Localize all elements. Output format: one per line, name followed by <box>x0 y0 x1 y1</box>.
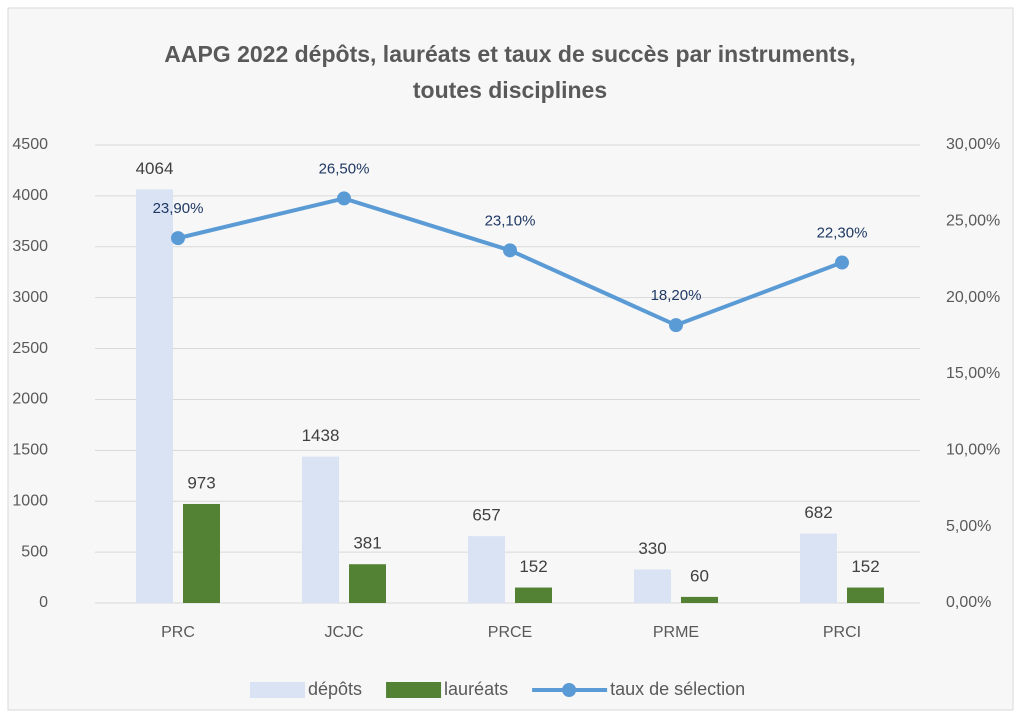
y-tick-label: 3500 <box>12 238 48 255</box>
y-tick-label: 500 <box>21 543 48 560</box>
y-tick-label: 2500 <box>12 340 48 357</box>
data-label: 682 <box>804 503 832 522</box>
y2-tick-label: 5,00% <box>946 518 991 535</box>
legend-swatch <box>386 682 442 698</box>
y-tick-label: 1000 <box>12 492 48 509</box>
legend-label: taux de sélection <box>610 679 745 699</box>
line-point <box>503 243 517 258</box>
y2-tick-label: 30,00% <box>946 136 1000 153</box>
x-tick-label: PRCE <box>488 624 532 641</box>
legend-label: dépôts <box>308 679 362 699</box>
x-tick-label: JCJC <box>324 624 363 641</box>
data-label: 152 <box>519 557 547 576</box>
line-point <box>669 318 683 333</box>
y2-tick-label: 15,00% <box>946 365 1000 382</box>
data-label: 330 <box>638 539 666 558</box>
data-label: 26,50% <box>319 160 370 177</box>
legend-label: lauréats <box>444 679 508 699</box>
legend-swatch <box>562 683 577 697</box>
y2-tick-label: 25,00% <box>946 213 1000 230</box>
bar <box>515 587 552 603</box>
y2-tick-label: 0,00% <box>946 594 991 611</box>
x-tick-label: PRCI <box>823 624 861 641</box>
data-label: 18,20% <box>651 287 702 304</box>
bar <box>681 596 718 603</box>
bar <box>302 456 339 603</box>
y-tick-label: 1500 <box>12 442 48 459</box>
bar <box>847 587 884 603</box>
bar <box>800 533 837 603</box>
bar <box>183 503 220 603</box>
bar <box>349 564 386 603</box>
y2-tick-label: 10,00% <box>946 442 1000 459</box>
x-tick-label: PRME <box>653 624 699 641</box>
bar <box>136 189 173 603</box>
legend-swatch <box>250 682 305 698</box>
data-label: 152 <box>851 557 879 576</box>
y-tick-label: 3000 <box>12 289 48 306</box>
data-label: 4064 <box>136 159 174 178</box>
y-tick-label: 0 <box>39 594 48 611</box>
chart-area <box>7 7 1014 711</box>
data-label: 973 <box>187 473 215 492</box>
line-point <box>337 191 351 206</box>
y2-tick-label: 20,00% <box>946 289 1000 306</box>
x-tick-label: PRC <box>161 624 195 641</box>
y-tick-label: 2000 <box>12 391 48 408</box>
data-label: 381 <box>353 534 381 553</box>
data-label: 22,30% <box>817 225 868 242</box>
line-point <box>171 231 185 246</box>
y-tick-label: 4500 <box>12 136 48 153</box>
data-label: 1438 <box>302 426 340 445</box>
y-tick-label: 4000 <box>12 187 48 204</box>
data-label: 60 <box>690 566 709 585</box>
bar <box>468 536 505 603</box>
data-label: 23,10% <box>485 212 536 229</box>
line-point <box>835 255 849 270</box>
chart-title: AAPG 2022 dépôts, lauréats et taux de su… <box>164 41 856 103</box>
data-label: 657 <box>472 506 500 525</box>
data-label: 23,90% <box>153 200 204 217</box>
bar <box>634 569 671 603</box>
